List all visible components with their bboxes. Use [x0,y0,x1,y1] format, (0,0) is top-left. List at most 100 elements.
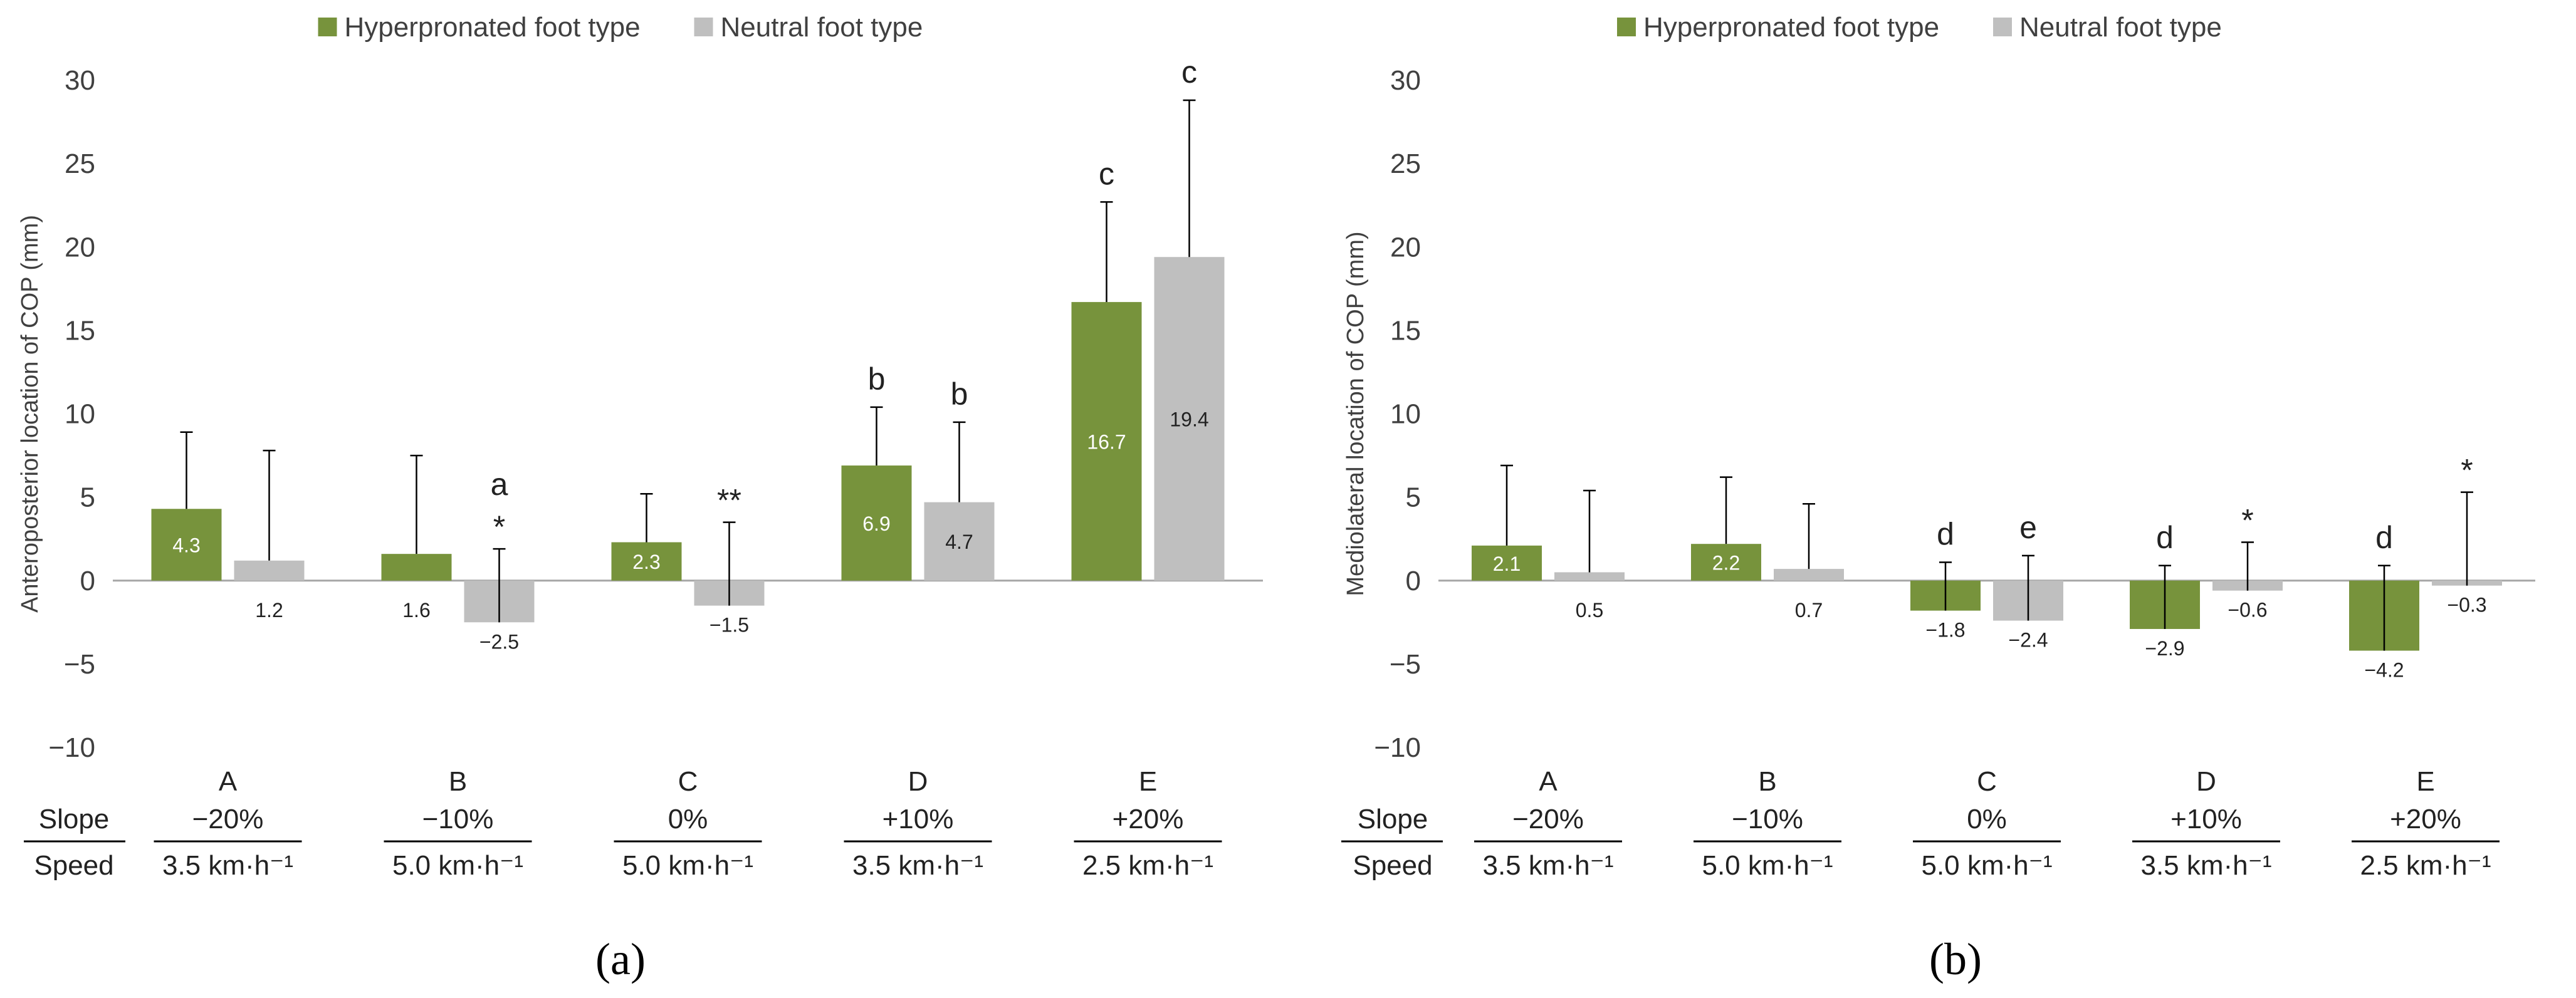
data-label-hyperpronated-D: −2.9 [2145,637,2184,660]
data-label-neutral-A: 0.5 [1576,599,1603,621]
category-letter: D [2196,766,2216,797]
y-tick-label: −10 [1374,732,1421,763]
row-label-slope: Slope [1358,804,1428,834]
category-letter: B [1758,766,1776,797]
data-label-neutral-C: −1.5 [709,614,749,637]
y-axis-title: Anteroposterior location of COP (mm) [17,215,43,613]
legend-swatch-neutral [1993,18,2012,36]
bar-neutral-A [234,560,305,581]
legend-swatch-hyperpronated [318,18,337,36]
category-letter: D [908,766,928,797]
annotation-neutral-D: * [2241,503,2253,538]
slope-value: −20% [192,804,264,834]
data-label-neutral-B: −2.5 [479,630,519,653]
y-tick-label: 10 [65,399,95,430]
data-label-neutral-E: 19.4 [1170,408,1208,430]
annotation-neutral-B: a [491,467,508,502]
slope-value: −20% [1512,804,1584,834]
bar-neutral-D [924,502,995,581]
category-letter: C [1977,766,1997,797]
speed-value: 5.0 km·h⁻¹ [622,850,753,881]
slope-value: 0% [668,804,708,834]
slope-value: 0% [1967,804,2007,834]
y-tick-label: 15 [65,315,95,346]
annotation-hyperpronated-C: d [1937,516,1954,551]
y-tick-label: 30 [1390,65,1421,96]
data-label-hyperpronated-D: 6.9 [862,512,890,535]
bar-hyperpronated-A [151,509,222,581]
legend-label-neutral: Neutral foot type [2019,12,2222,43]
bar-hyperpronated-C [611,542,682,581]
speed-value: 3.5 km·h⁻¹ [1482,850,1613,881]
data-label-neutral-B: 0.7 [1795,599,1823,621]
row-label-slope: Slope [39,804,110,834]
y-tick-label: 0 [1406,566,1421,596]
speed-value: 2.5 km·h⁻¹ [1082,850,1213,881]
legend-label-hyperpronated: Hyperpronated foot type [1643,12,1939,43]
annotation-neutral-B: * [493,509,505,544]
annotation-neutral-D: b [951,377,968,412]
annotation-hyperpronated-E: d [2375,520,2393,555]
data-label-neutral-C: −2.4 [2008,629,2048,652]
slope-value: −10% [1732,804,1803,834]
row-label-speed: Speed [1353,850,1432,881]
annotation-hyperpronated-D: d [2156,520,2174,555]
speed-value: 5.0 km·h⁻¹ [1921,850,2052,881]
speed-value: 3.5 km·h⁻¹ [162,850,293,881]
bar-hyperpronated-A [1472,545,1542,581]
data-label-hyperpronated-E: −4.2 [2364,659,2404,682]
row-label-speed: Speed [34,850,113,881]
data-label-neutral-E: −0.3 [2447,594,2486,616]
y-tick-label: −5 [64,649,95,680]
bar-hyperpronated-B [381,554,452,581]
slope-value: +20% [1113,804,1184,834]
speed-value: 5.0 km·h⁻¹ [392,850,523,881]
bar-hyperpronated-E [1071,302,1142,581]
data-label-hyperpronated-B: 2.2 [1712,551,1740,574]
panel-label: (a) [595,934,646,984]
annotation-hyperpronated-D: b [868,361,886,397]
data-label-hyperpronated-C: 2.3 [632,551,660,573]
bar-neutral-A [1554,572,1625,581]
y-tick-label: 5 [1406,482,1421,513]
bar-hyperpronated-B [1691,544,1761,581]
bar-neutral-E [1154,257,1225,581]
annotation-neutral-C: ** [717,483,741,518]
y-axis-title: Mediolateral location of COP (mm) [1343,231,1369,596]
speed-value: 3.5 km·h⁻¹ [2140,850,2271,881]
category-letter: C [678,766,698,797]
data-label-hyperpronated-B: 1.6 [402,599,430,621]
category-letter: E [1139,766,1157,797]
annotation-neutral-E: c [1181,55,1197,90]
y-tick-label: 25 [65,148,95,179]
bar-hyperpronated-D [841,465,912,581]
data-label-hyperpronated-C: −1.8 [1925,619,1965,642]
speed-value: 5.0 km·h⁻¹ [1702,850,1833,881]
category-letter: A [219,766,238,797]
speed-value: 3.5 km·h⁻¹ [852,850,983,881]
y-tick-label: 25 [1390,148,1421,179]
y-tick-label: 20 [1390,232,1421,262]
y-tick-label: 15 [1390,315,1421,346]
y-tick-label: 20 [65,232,95,262]
y-tick-label: 0 [80,566,95,596]
slope-value: +20% [2390,804,2461,834]
legend-label-hyperpronated: Hyperpronated foot type [345,12,641,43]
y-tick-label: −10 [48,732,95,763]
chart-panel-b: −10 −5 0 5 10 15 20 25 30 Mediolateral location o… [1341,12,2535,984]
chart-panel-a: −10 −5 0 5 10 15 20 25 30 Anteroposterior locatio… [17,12,1263,984]
data-label-hyperpronated-A: 2.1 [1493,553,1521,575]
bar-neutral-B [1774,569,1844,581]
legend-swatch-hyperpronated [1617,18,1636,36]
category-letter: E [2416,766,2434,797]
y-tick-label: 10 [1390,399,1421,430]
category-letter: A [1539,766,1558,797]
panel-label: (b) [1929,934,1982,984]
y-tick-label: 5 [80,482,95,513]
speed-value: 2.5 km·h⁻¹ [2360,850,2491,881]
y-tick-label: 30 [65,65,95,96]
slope-value: +10% [2170,804,2242,834]
slope-value: +10% [882,804,954,834]
slope-value: −10% [422,804,494,834]
